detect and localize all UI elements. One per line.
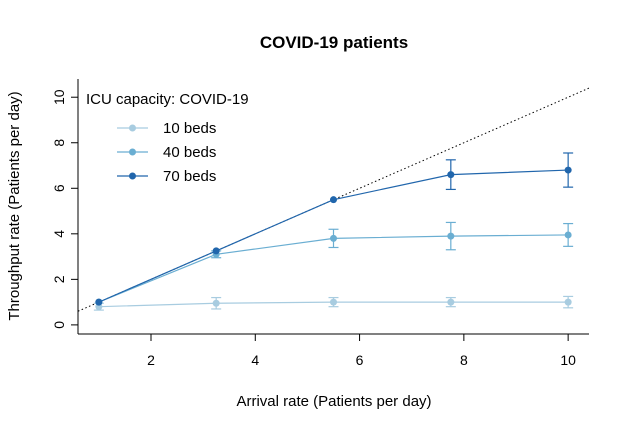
data-point — [95, 298, 103, 306]
y-tick-label: 0 — [51, 321, 67, 329]
x-tick-label: 8 — [460, 352, 468, 368]
legend-entry-2: 40 beds — [117, 144, 216, 161]
series-3 — [95, 152, 574, 306]
data-point — [564, 231, 572, 239]
x-axis-title: Arrival rate (Patients per day) — [236, 393, 431, 410]
x-tick-label: 6 — [356, 352, 364, 368]
chart-title: COVID-19 patients — [260, 33, 408, 52]
data-point — [564, 298, 572, 306]
series-1 — [93, 295, 574, 311]
legend: ICU capacity: COVID-19 10 beds 40 beds 70 … — [86, 91, 249, 185]
x-axis: 2 4 6 8 10 — [147, 334, 576, 368]
y-tick-label: 2 — [51, 275, 67, 283]
y-tick-label: 10 — [51, 89, 67, 105]
data-point — [447, 171, 455, 179]
plot-area — [77, 79, 589, 335]
x-tick-label: 4 — [251, 352, 259, 368]
series-2 — [95, 221, 574, 306]
legend-label: 70 beds — [163, 168, 216, 185]
legend-label: 10 beds — [163, 120, 216, 137]
data-point — [212, 247, 220, 255]
legend-label: 40 beds — [163, 144, 216, 161]
x-tick-label: 2 — [147, 352, 155, 368]
legend-swatch-point — [129, 148, 136, 156]
y-tick-label: 8 — [51, 139, 67, 147]
legend-entry-3: 70 beds — [117, 168, 216, 185]
y-tick-label: 4 — [51, 230, 67, 238]
y-tick-label: 6 — [51, 184, 67, 192]
data-point — [564, 166, 572, 174]
data-point — [212, 299, 220, 307]
legend-swatch-point — [129, 124, 136, 132]
data-point — [447, 232, 455, 240]
y-axis-title: Throughput rate (Patients per day) — [6, 91, 23, 320]
x-tick-label: 10 — [560, 352, 576, 368]
legend-entry-1: 10 beds — [117, 120, 216, 137]
data-point — [330, 234, 337, 242]
data-point — [330, 196, 337, 204]
data-point — [330, 298, 337, 306]
legend-swatch-point — [129, 172, 136, 180]
y-axis: 0 2 4 6 8 10 — [51, 89, 78, 329]
data-point — [447, 298, 455, 306]
legend-title: ICU capacity: COVID-19 — [86, 91, 249, 108]
